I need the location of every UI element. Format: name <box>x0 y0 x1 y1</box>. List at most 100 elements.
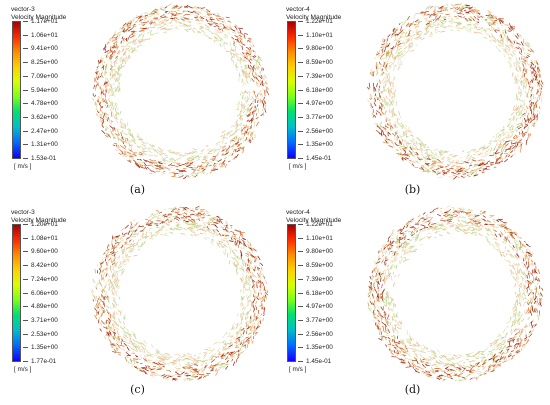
velocity-vector <box>119 110 122 114</box>
velocity-vector <box>480 15 484 18</box>
velocity-vector <box>112 136 115 140</box>
velocity-vector <box>489 35 492 39</box>
velocity-vector <box>134 40 136 45</box>
velocity-vector <box>474 10 478 13</box>
velocity-vector <box>149 238 154 240</box>
velocity-vector <box>150 234 153 237</box>
velocity-vector <box>214 31 218 34</box>
velocity-vector <box>499 152 504 156</box>
velocity-vector <box>530 87 534 92</box>
velocity-vector <box>119 126 123 129</box>
velocity-vector <box>242 35 246 40</box>
velocity-vector <box>143 159 148 163</box>
velocity-vector <box>247 37 252 41</box>
velocity-vector <box>495 29 500 32</box>
velocity-vector <box>156 162 159 164</box>
velocity-vector <box>179 157 182 159</box>
velocity-vector <box>123 336 126 339</box>
velocity-vector <box>187 215 190 217</box>
legend-quantity: Velocity Magnitude <box>286 13 342 21</box>
velocity-vector <box>389 104 391 107</box>
velocity-vector <box>208 23 213 26</box>
velocity-vector <box>133 159 136 163</box>
velocity-vector <box>244 130 246 136</box>
velocity-vector <box>394 33 399 36</box>
velocity-vector <box>115 120 119 123</box>
velocity-vector <box>227 20 232 23</box>
velocity-vector <box>139 158 142 161</box>
velocity-vector <box>238 236 241 241</box>
velocity-vector <box>95 68 99 71</box>
velocity-vector <box>432 20 437 24</box>
velocity-vector <box>391 125 393 129</box>
velocity-vector <box>382 127 386 132</box>
velocity-vector <box>483 36 487 39</box>
velocity-vector <box>416 36 419 39</box>
velocity-vector <box>437 15 442 20</box>
velocity-vector <box>514 127 517 132</box>
velocity-vector <box>262 103 265 108</box>
velocity-vector <box>129 243 134 246</box>
velocity-vector <box>244 52 248 57</box>
velocity-vector <box>527 88 529 92</box>
velocity-vector <box>128 334 131 337</box>
velocity-vector <box>178 21 183 24</box>
velocity-vector <box>189 151 194 154</box>
velocity-vector <box>192 373 196 377</box>
velocity-vector <box>121 348 126 352</box>
velocity-vector <box>123 232 128 236</box>
velocity-vector <box>517 86 521 91</box>
velocity-vector <box>124 138 127 143</box>
velocity-vector <box>382 88 385 93</box>
velocity-vector <box>465 18 469 22</box>
velocity-vector <box>123 250 127 252</box>
color-legend: vector-4 Velocity Magnitude 1.22e+01 1.10… <box>286 209 356 373</box>
velocity-vector <box>254 109 257 113</box>
velocity-vector <box>123 246 126 252</box>
velocity-vector <box>110 106 113 110</box>
velocity-vector <box>495 45 499 50</box>
velocity-vector <box>140 139 145 144</box>
velocity-vector <box>169 228 172 231</box>
velocity-vector <box>113 274 115 278</box>
velocity-vector <box>437 167 440 170</box>
velocity-vector <box>425 6 429 11</box>
velocity-vector <box>385 140 388 144</box>
velocity-vector <box>495 135 498 141</box>
velocity-vector <box>423 149 426 152</box>
velocity-vector <box>242 275 244 279</box>
velocity-vector <box>105 54 108 58</box>
velocity-vector <box>243 89 246 94</box>
velocity-vector <box>399 63 403 67</box>
velocity-vector <box>92 294 96 299</box>
velocity-vector <box>392 96 396 100</box>
velocity-vector <box>409 129 413 134</box>
velocity-vector <box>185 6 189 8</box>
velocity-vector <box>230 351 236 354</box>
velocity-vector <box>201 368 206 373</box>
velocity-vector <box>222 245 225 248</box>
velocity-vector <box>123 317 126 321</box>
velocity-vector <box>199 170 203 174</box>
velocity-vector <box>121 227 125 231</box>
velocity-vector <box>186 223 191 226</box>
velocity-vector <box>170 17 174 20</box>
velocity-vector <box>511 139 514 143</box>
velocity-vector <box>111 316 116 320</box>
velocity-vector <box>256 93 259 98</box>
velocity-vector <box>423 144 426 148</box>
velocity-vector <box>136 357 142 361</box>
velocity-vector <box>113 236 115 239</box>
velocity-vector <box>119 118 122 124</box>
velocity-vector <box>162 361 167 365</box>
colorbar <box>287 224 296 362</box>
velocity-vector <box>264 101 266 106</box>
velocity-vector <box>200 367 203 371</box>
velocity-vector <box>518 107 521 111</box>
velocity-vector <box>215 371 219 376</box>
velocity-vector <box>407 39 410 42</box>
velocity-vector <box>118 286 120 289</box>
legend-tick-label: 1.53e-01 <box>31 155 57 162</box>
velocity-vector <box>252 100 255 105</box>
velocity-vector <box>508 118 511 120</box>
